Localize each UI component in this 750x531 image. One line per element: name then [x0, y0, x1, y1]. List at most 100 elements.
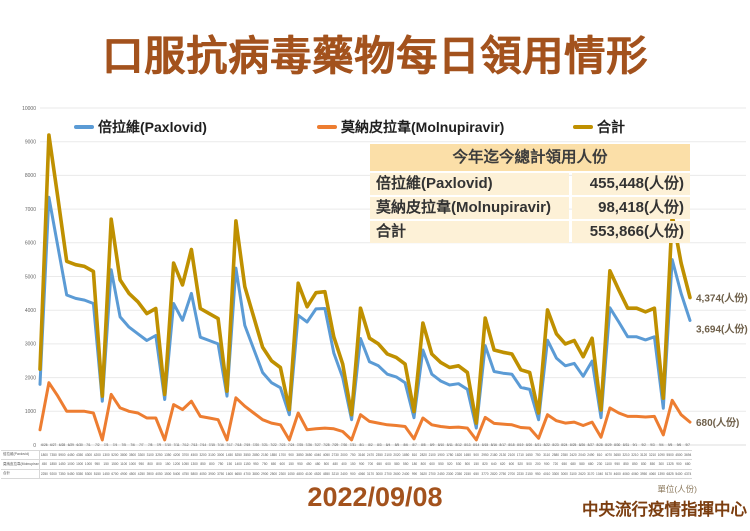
x-axis-date-label: 8/3 — [377, 443, 382, 448]
axis-table-value: 3000 — [217, 452, 225, 457]
axis-table-value: 1700 — [278, 452, 286, 457]
axis-table-value: 2000 — [340, 452, 348, 457]
axis-table-value: 4550 — [322, 471, 330, 476]
axis-table-value: 300 — [658, 462, 664, 467]
x-axis-date-label: 7/1 — [86, 443, 91, 448]
summary-table: 今年迄今總計領用人份 倍拉維(Paxlovid) 455,448(人份) 莫納皮… — [370, 144, 690, 243]
axis-table-value: 5400 — [173, 471, 181, 476]
axis-table-value: 900 — [358, 462, 365, 467]
axis-table-value: 3500 — [128, 452, 137, 457]
axis-table-value: 3650 — [613, 452, 621, 457]
axis-table-value: 6650 — [234, 471, 242, 476]
axis-table-value: 950 — [138, 462, 144, 467]
summary-row-molnupiravir: 莫納皮拉韋(Molnupiravir) 98,418(人份) — [370, 197, 690, 219]
axis-table-value: 640 — [491, 462, 497, 467]
axis-table-value: 5400 — [675, 471, 683, 476]
axis-table-value: 850 — [623, 462, 629, 467]
axis-table-value: 620 — [499, 462, 506, 467]
svg-text:6000: 6000 — [25, 241, 36, 247]
axis-table-value: 2230 — [516, 471, 524, 476]
legend-dash-molnupiravir-icon — [317, 125, 337, 129]
axis-table-value: 2420 — [569, 452, 577, 457]
axis-table-row-label: 莫納皮拉韋(Molnupiravir) — [1, 460, 40, 469]
axis-table-value: 2020 — [393, 452, 401, 457]
axis-table-value: 2150 — [261, 452, 269, 457]
axis-table-value: 3100 — [208, 452, 216, 457]
x-axis-date-label: 7/9 — [156, 443, 162, 448]
axis-table-value: 2250 — [40, 471, 48, 476]
x-axis-date-label: 9/3 — [650, 443, 655, 448]
x-axis-date-label: 8/29 — [605, 443, 612, 448]
axis-table-value: 4100 — [305, 471, 313, 476]
axis-table-value: 990 — [411, 471, 418, 476]
x-axis-date-label: 7/3 — [103, 443, 109, 448]
axis-table-value: 480 — [332, 462, 338, 467]
axis-table-value: 600 — [429, 462, 435, 467]
axis-table-value: 3250 — [155, 452, 163, 457]
x-axis-date-label: 7/17 — [226, 443, 233, 448]
axis-table-value: 1400 — [234, 462, 242, 467]
axis-table-value: 2490 — [587, 452, 595, 457]
axis-table-value: 530 — [455, 462, 462, 467]
axis-table-value: 5300 — [84, 471, 93, 476]
x-axis-date-label: 7/5 — [121, 443, 126, 448]
axis-table-value: 680 — [685, 462, 691, 467]
axis-table-value: 1650 — [463, 452, 471, 457]
svg-text:1000: 1000 — [25, 409, 36, 415]
axis-table-value: 2400 — [402, 471, 410, 476]
axis-table-value: 2130 — [499, 452, 507, 457]
axis-table-value: 800 — [147, 462, 153, 467]
axis-table-value: 650 — [270, 462, 277, 467]
axis-table-value: 2580 — [551, 452, 560, 457]
axis-table-value: 4600 — [613, 471, 621, 476]
axis-table-value: 900 — [288, 452, 294, 457]
axis-table-value: 2040 — [578, 452, 586, 457]
axis-table-value: 450 — [41, 462, 48, 467]
x-axis-date-label: 7/24 — [288, 443, 295, 448]
x-axis-date-label: 8/21 — [534, 443, 542, 448]
axis-table-value: 550 — [438, 462, 444, 467]
legend-item-molnupiravir: 莫納皮拉韋(Molnupiravir) — [317, 119, 504, 135]
axis-table-value: 4050 — [199, 471, 207, 476]
x-axis-date-label: 7/7 — [139, 443, 144, 448]
axis-table-value: 3700 — [181, 452, 189, 457]
axis-data-table: 6/26 6/27 6/28 6/29 6/30 7/1 7/2 7/3 7/4 7/5 7/6 7/… — [1, 441, 692, 479]
axis-table-value: 750 — [262, 462, 268, 467]
axis-table-value: 820 — [482, 462, 488, 467]
axis-table-value: 230 — [596, 462, 603, 467]
legend-item-total: 合計 — [573, 119, 625, 135]
axis-table-value: 900 — [676, 462, 682, 467]
axis-table-value: 4010 — [543, 471, 551, 476]
axis-table-value: 3170 — [587, 471, 595, 476]
axis-table-value: 850 — [200, 462, 206, 467]
axis-table-value: 3000 — [560, 471, 568, 476]
x-axis-date-label: 7/25 — [296, 443, 304, 448]
axis-table-value: 3770 — [481, 471, 489, 476]
x-axis-date-label: 8/23 — [552, 443, 559, 448]
axis-table-value: 950 — [535, 471, 541, 476]
axis-table-value: 580 — [579, 462, 585, 467]
axis-table-row-label: 合計 — [1, 469, 40, 478]
svg-text:4000: 4000 — [25, 308, 36, 314]
axis-table-value: 2180 — [490, 452, 498, 457]
axis-table-value: 400 — [341, 462, 347, 467]
x-axis-date-label: 7/14 — [199, 443, 207, 448]
axis-table-value: 3210 — [648, 452, 657, 457]
axis-table-value: 850 — [649, 462, 656, 467]
x-axis-date-label: 8/14 — [473, 443, 480, 448]
axis-table-value: 1350 — [164, 452, 172, 457]
axis-table-value: 3850 — [296, 452, 304, 457]
x-axis-date-label: 6/28 — [58, 443, 66, 448]
svg-text:9000: 9000 — [25, 140, 36, 146]
axis-table-value: 4520 — [314, 471, 322, 476]
axis-table-value: 4350 — [76, 452, 84, 457]
axis-table-value: 2600 — [393, 471, 401, 476]
axis-table-value: 150 — [350, 462, 356, 467]
axis-table-value: 4700 — [243, 471, 251, 476]
axis-table-value: 450 — [306, 462, 312, 467]
x-axis-date-label: 8/22 — [543, 443, 550, 448]
x-axis-date-label: 7/26 — [305, 443, 312, 448]
axis-table-value: 1800 — [40, 452, 48, 457]
x-axis-date-label: 7/30 — [340, 443, 348, 448]
